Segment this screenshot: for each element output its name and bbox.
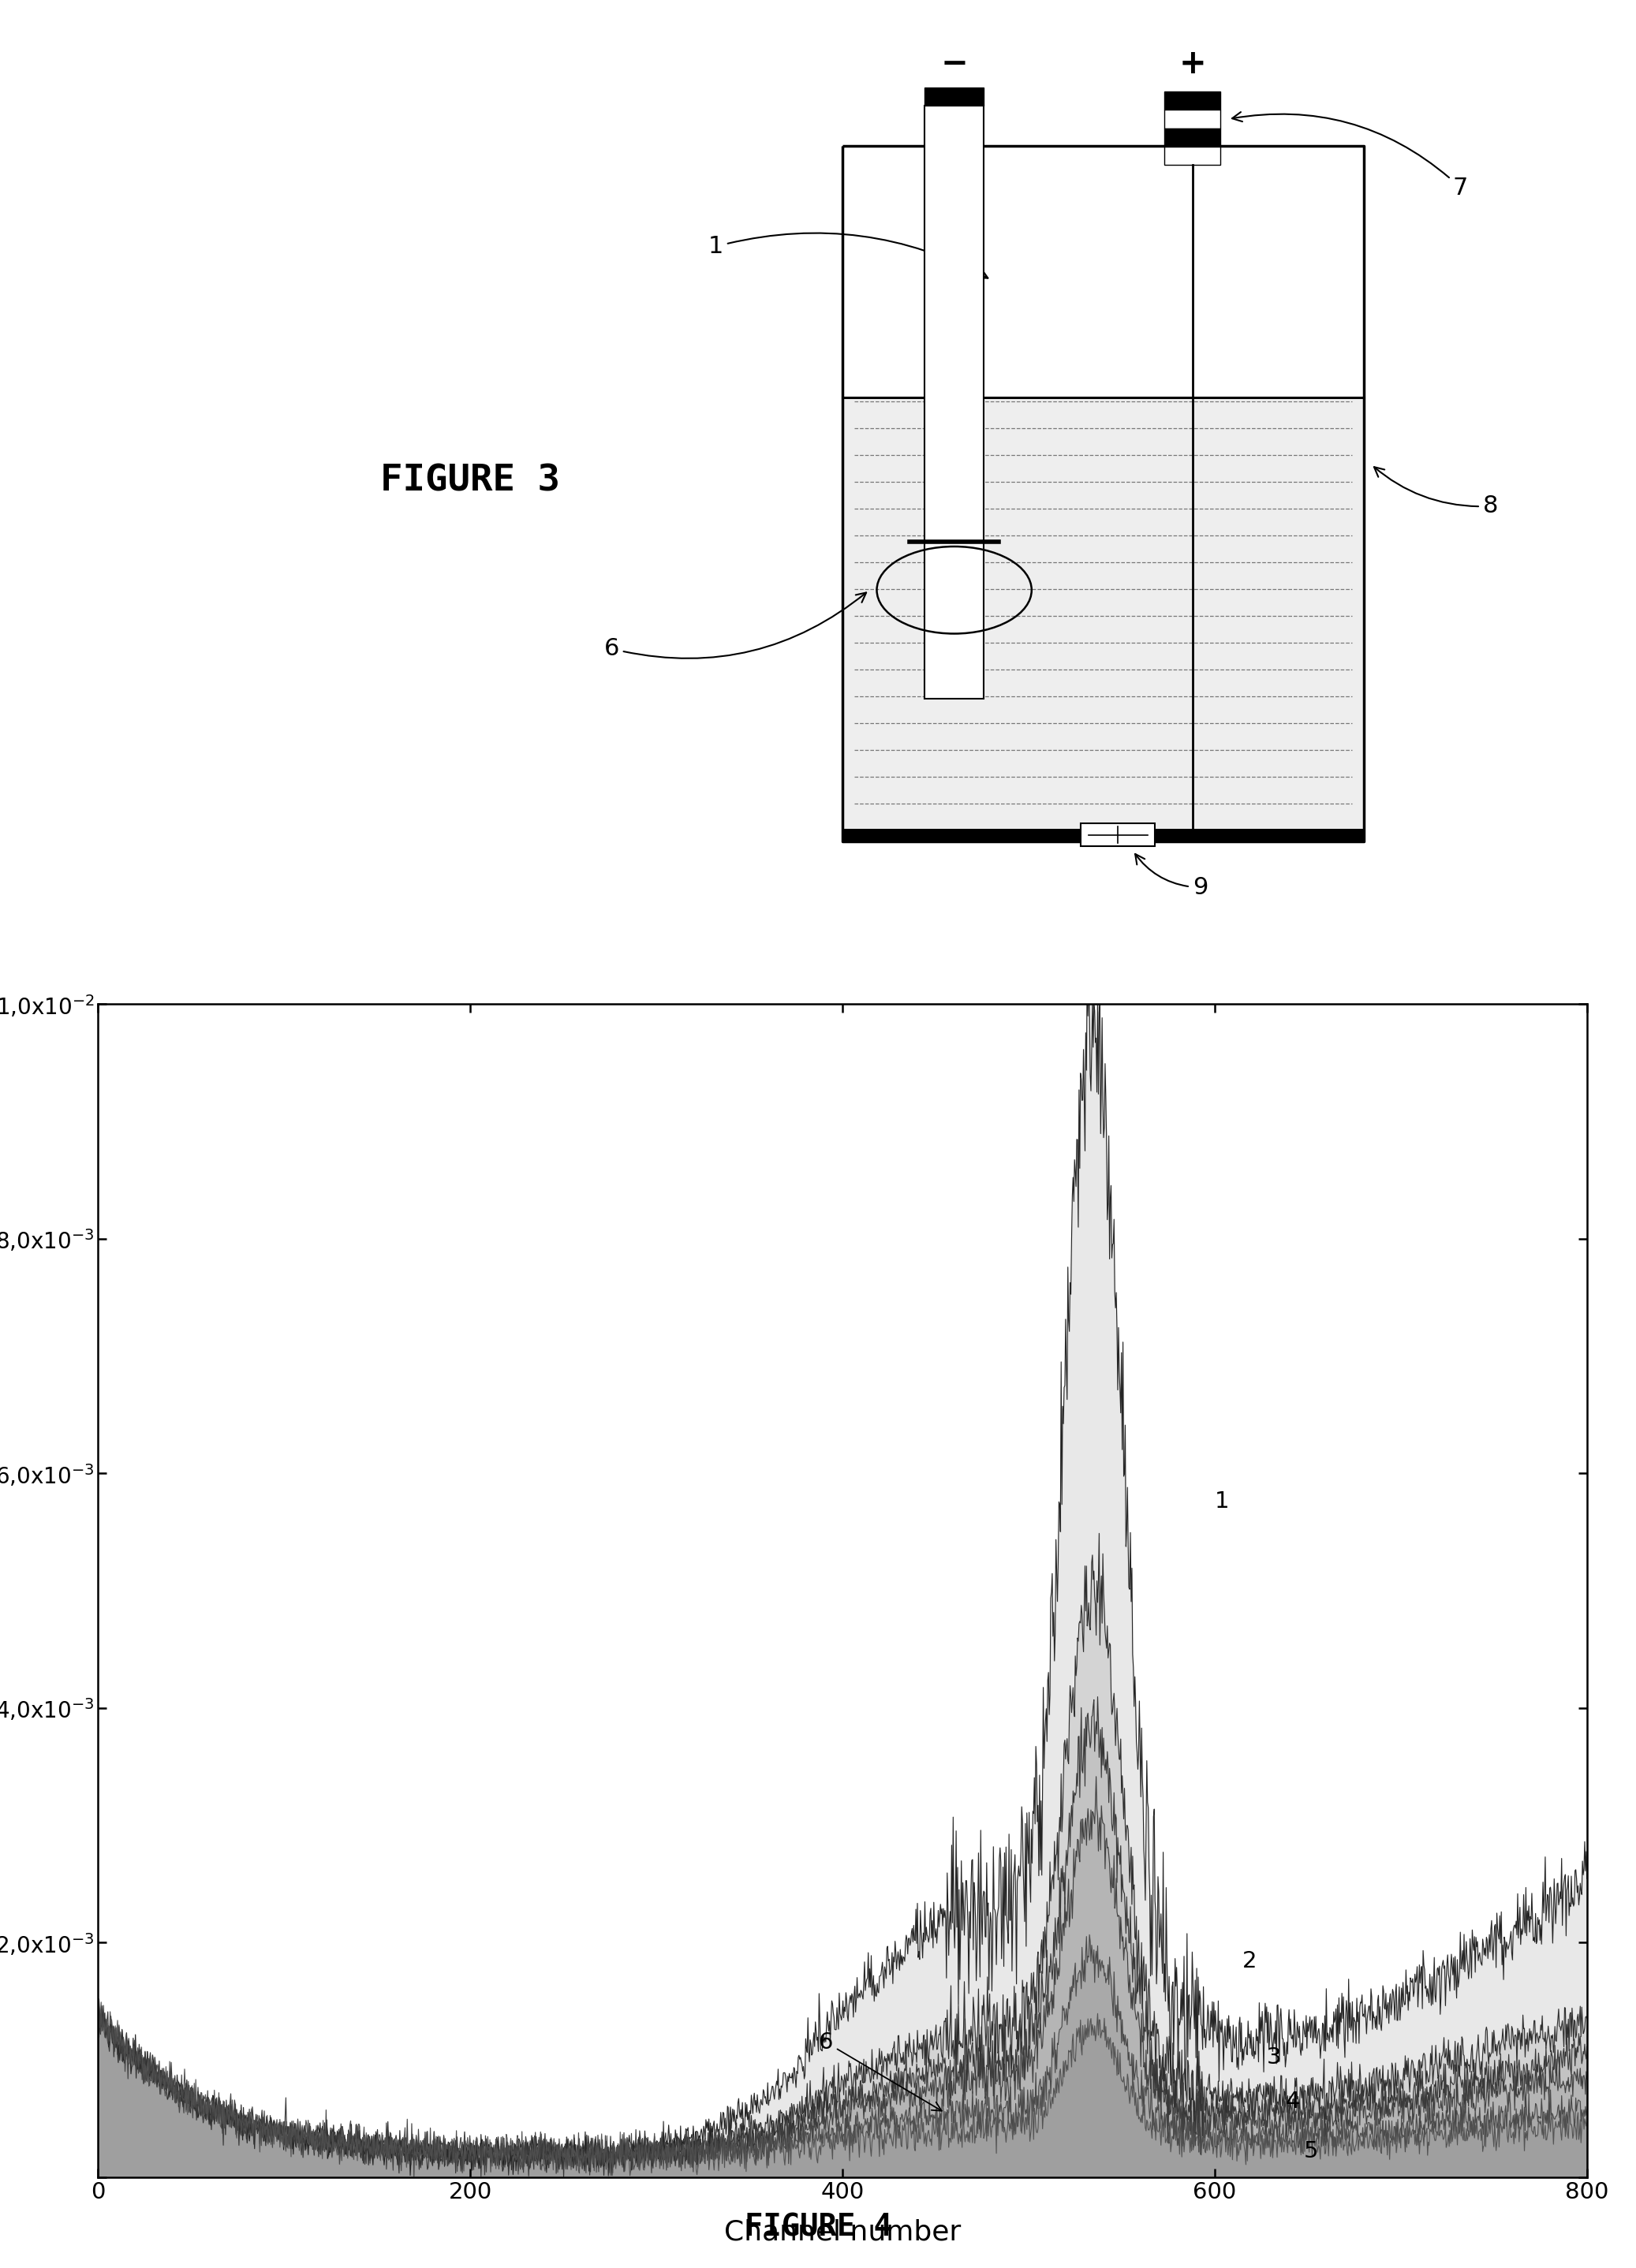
X-axis label: Channel number: Channel number — [725, 2218, 960, 2245]
Text: FIGURE 3: FIGURE 3 — [381, 463, 560, 499]
Bar — [924, 86, 983, 107]
Bar — [1165, 129, 1220, 147]
Text: 4: 4 — [1286, 2091, 1301, 2112]
Text: 3: 3 — [1266, 2046, 1281, 2068]
Bar — [1165, 147, 1220, 166]
Text: −: − — [941, 48, 969, 79]
Text: FIGURE 4: FIGURE 4 — [744, 2211, 892, 2243]
Text: +: + — [1178, 48, 1206, 79]
Bar — [924, 107, 983, 699]
Text: 5: 5 — [1304, 2141, 1319, 2161]
Text: 2: 2 — [1243, 1950, 1256, 1973]
Bar — [843, 397, 1364, 828]
Text: 1: 1 — [708, 234, 988, 279]
Text: 1: 1 — [1214, 1490, 1229, 1513]
Text: 7: 7 — [1232, 111, 1467, 200]
Text: 6: 6 — [818, 2032, 942, 2112]
Bar — [1081, 823, 1155, 846]
Bar — [1165, 91, 1220, 109]
Bar — [1165, 109, 1220, 129]
Text: 6: 6 — [604, 592, 865, 660]
Text: 8: 8 — [1374, 467, 1499, 517]
Text: 9: 9 — [1135, 855, 1207, 898]
